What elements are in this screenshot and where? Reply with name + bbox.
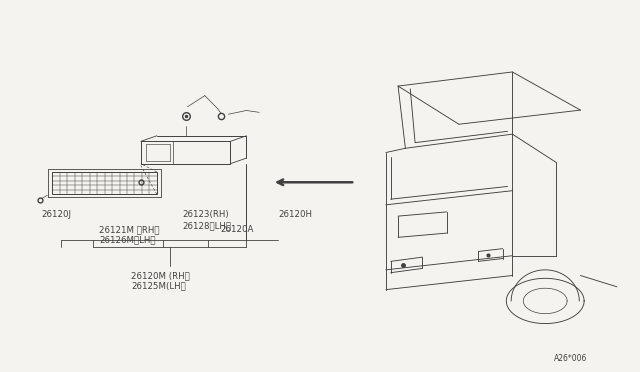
Text: 26125M(LH〉: 26125M(LH〉 <box>131 281 186 290</box>
Text: 26128〈LH〉: 26128〈LH〉 <box>182 221 232 230</box>
Text: 26123(RH): 26123(RH) <box>182 210 229 219</box>
Text: 26121M 〈RH〉: 26121M 〈RH〉 <box>99 225 160 234</box>
Text: 26126M〈LH〉: 26126M〈LH〉 <box>99 235 156 244</box>
Text: 26120H: 26120H <box>278 210 312 219</box>
Text: 26120M (RH〉: 26120M (RH〉 <box>131 272 190 280</box>
Text: A26*006: A26*006 <box>554 354 587 363</box>
Text: 26120A: 26120A <box>221 225 254 234</box>
Text: 26120J: 26120J <box>42 210 72 219</box>
